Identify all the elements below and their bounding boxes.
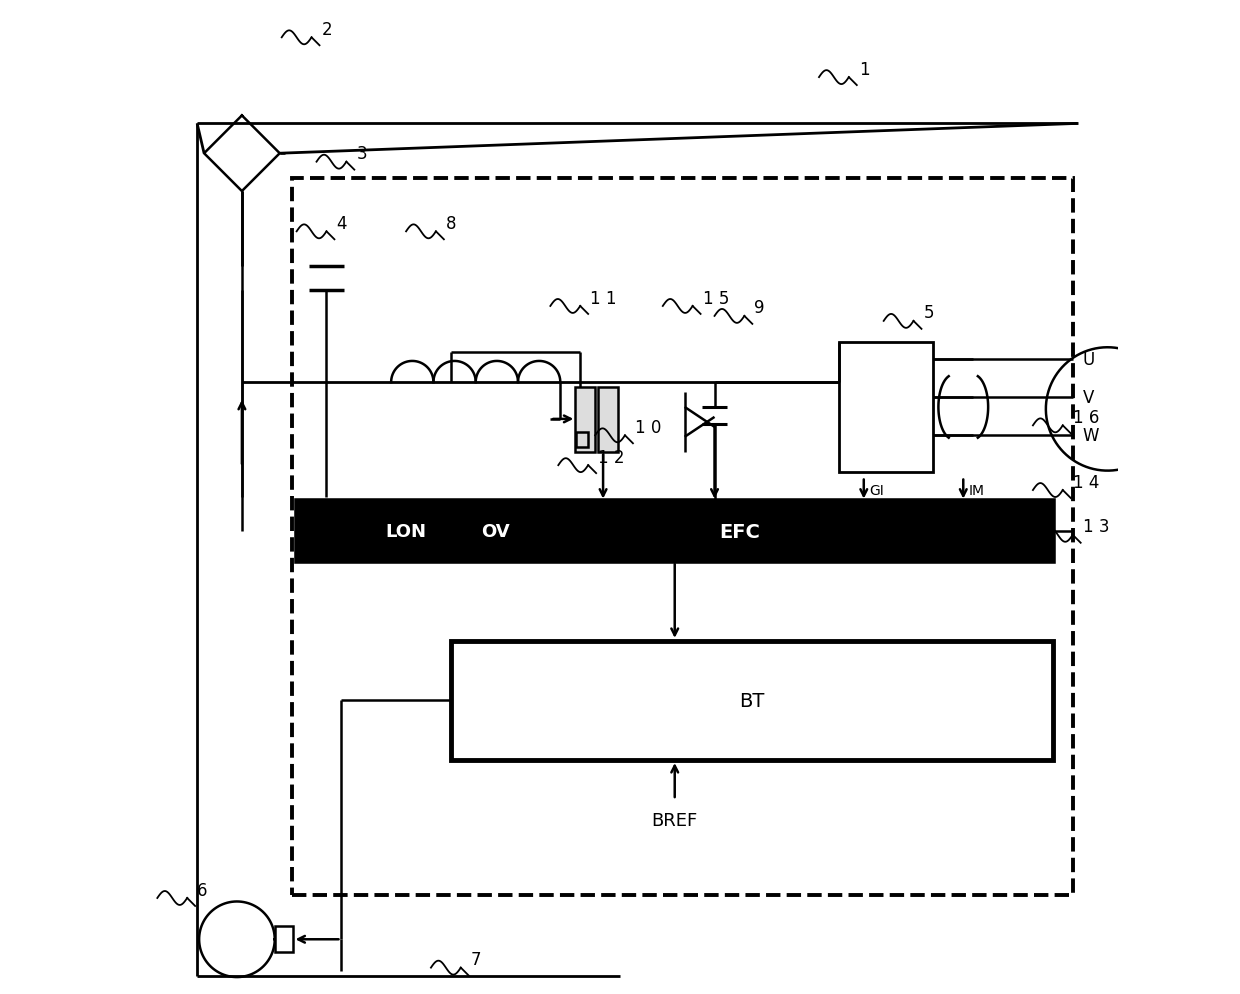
Text: W: W [1083, 426, 1099, 444]
Text: BREF: BREF [651, 811, 698, 829]
Bar [598, 388, 618, 452]
Text: U: U [1083, 351, 1095, 369]
Text: 1 1: 1 1 [590, 289, 616, 307]
Text: 1 3: 1 3 [1083, 518, 1109, 536]
Text: IM: IM [968, 483, 985, 497]
Text: LON: LON [386, 523, 427, 541]
Text: 4: 4 [336, 215, 347, 233]
Text: 1 6: 1 6 [1073, 409, 1099, 426]
Text: 2: 2 [321, 21, 332, 39]
Bar [577, 432, 588, 447]
Text: 6: 6 [197, 881, 207, 899]
Text: 1 5: 1 5 [703, 289, 729, 307]
Bar [839, 343, 934, 472]
Bar [575, 388, 595, 452]
Text: 7: 7 [471, 950, 481, 968]
Text: 9: 9 [754, 299, 765, 317]
Text: GI: GI [869, 483, 883, 497]
Text: BT: BT [739, 691, 765, 711]
Bar [451, 641, 1053, 760]
Bar [291, 179, 1073, 895]
Text: 1 4: 1 4 [1073, 473, 1099, 491]
Text: 1: 1 [859, 61, 869, 79]
Text: V: V [1083, 389, 1094, 407]
Text: 1 0: 1 0 [635, 418, 661, 436]
Bar [296, 502, 1053, 562]
Text: 8: 8 [446, 215, 456, 233]
Text: 1 2: 1 2 [598, 448, 625, 466]
Text: 3: 3 [356, 145, 367, 163]
Bar [275, 926, 293, 952]
Text: EFC: EFC [719, 522, 760, 542]
Text: 5: 5 [924, 304, 934, 322]
Text: OV: OV [481, 523, 510, 541]
